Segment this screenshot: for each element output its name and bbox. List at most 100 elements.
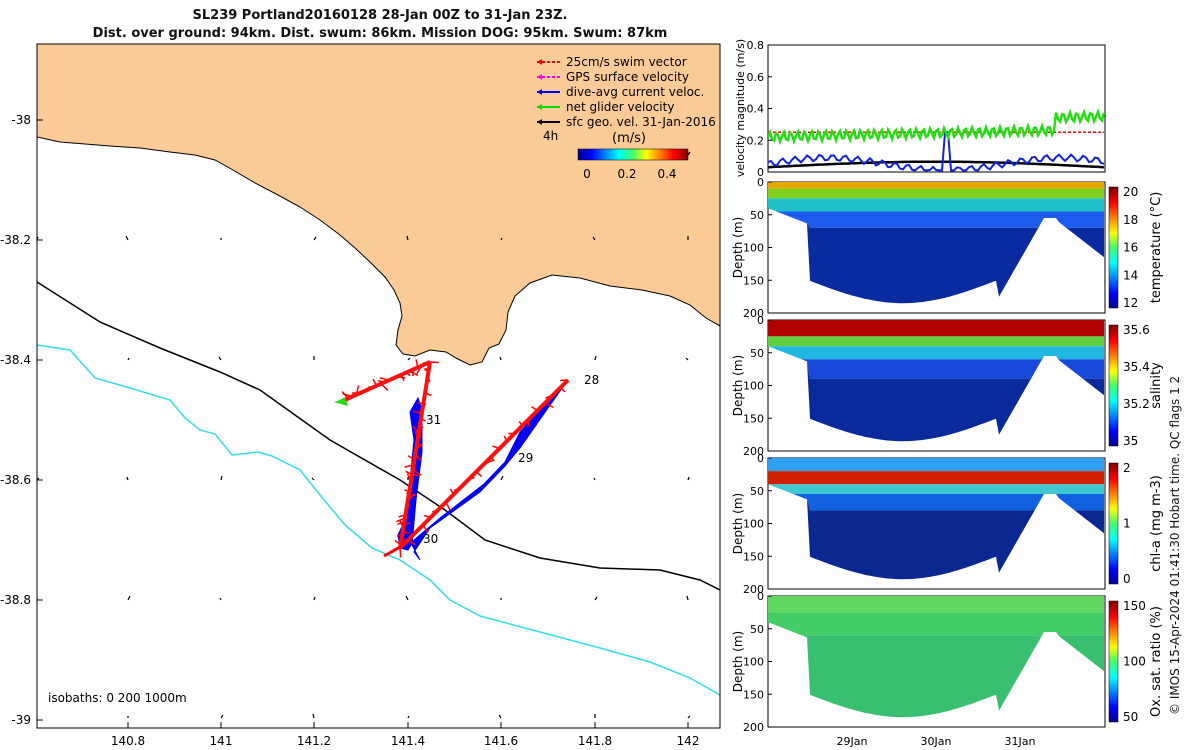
latitude-tick-label: -38.4 bbox=[0, 353, 31, 367]
speed-tick-label: 0.4 bbox=[657, 167, 676, 181]
geostrophic-arrow bbox=[220, 475, 223, 481]
latitude-tick-label: -38 bbox=[11, 113, 31, 127]
section-panel-salinity: 0 50 100 150 200 Depth (m) 35.6 35.4 35.2 35 salin… bbox=[731, 314, 1164, 458]
section-band bbox=[768, 484, 1104, 494]
longitude-tick-label: 141.6 bbox=[484, 734, 518, 748]
longitude-tick-label: 140.8 bbox=[111, 734, 145, 748]
geostrophic-arrow bbox=[218, 356, 222, 361]
colorbar-tick-label: 2 bbox=[1123, 461, 1131, 475]
geostrophic-arrow bbox=[498, 714, 502, 719]
colorbar-tick-label: 35.6 bbox=[1123, 323, 1150, 337]
section-panel-chla: 0 50 100 150 200 Depth (m) 2 1 0 chl-a (mg m-3) bbox=[731, 452, 1164, 596]
geostrophic-arrow bbox=[219, 597, 222, 601]
velocity-y-ticks: 0 0.2 0.4 0.6 0.8 bbox=[747, 39, 772, 179]
speed-tick-label: 0.2 bbox=[617, 167, 636, 181]
legend-entry: dive-avg current veloc. bbox=[537, 85, 704, 99]
section-colorbar bbox=[1108, 324, 1119, 447]
section-band bbox=[768, 198, 1104, 212]
geostrophic-arrow bbox=[594, 596, 598, 601]
velocity-magnitude-panel: 0 0.2 0.4 0.6 0.8 velocity magnitude (m/s) bbox=[734, 39, 1106, 179]
geostrophic-arrow bbox=[594, 355, 597, 361]
section-band bbox=[768, 622, 1104, 718]
colorbar-tick-label: 18 bbox=[1123, 213, 1138, 227]
swim-vector-band bbox=[339, 360, 431, 404]
track-day-label: 28 bbox=[584, 373, 599, 387]
geostrophic-arrow bbox=[685, 357, 689, 361]
legend-entry: GPS surface velocity bbox=[537, 70, 689, 84]
velocity-axes bbox=[767, 44, 1106, 173]
geostrophic-arrow bbox=[592, 236, 596, 241]
section-band bbox=[768, 182, 1104, 189]
depth-tick-label: 0 bbox=[757, 176, 764, 189]
isobath-200m bbox=[37, 281, 720, 591]
longitude-tick-label: 141.2 bbox=[297, 734, 331, 748]
colorbar-label: chl-a (mg m-3) bbox=[1149, 475, 1164, 572]
colorbar-tick-label: 35 bbox=[1123, 434, 1138, 448]
velocity-ylabel: velocity magnitude (m/s) bbox=[734, 39, 747, 177]
isobaths-label: isobaths: 0 200 1000m bbox=[48, 691, 187, 705]
time-tick-label: 29Jan bbox=[837, 735, 868, 748]
swim-vector-band bbox=[410, 361, 432, 476]
depth-tick-label: 100 bbox=[743, 242, 764, 255]
section-band bbox=[768, 336, 1104, 347]
depth-tick-label: 150 bbox=[743, 550, 764, 563]
latitude-tick-label: -39 bbox=[11, 713, 31, 727]
legend-entry: 25cm/s swim vector bbox=[537, 55, 687, 69]
geostrophic-arrow bbox=[687, 151, 691, 156]
colorbar-tick-label: 1 bbox=[1123, 517, 1131, 531]
dive-avg-current-speed-line bbox=[768, 131, 1105, 172]
speed-colorbar-ticks: 0 0.2 0.4 bbox=[583, 167, 676, 181]
section-panel-temperature: 0 50 100 150 200 Depth (m) 20 18 16 14 12 temperatu… bbox=[731, 176, 1164, 320]
section-band bbox=[768, 346, 1104, 442]
geostrophic-arrow bbox=[407, 357, 411, 361]
geostrophic-arrow bbox=[312, 713, 315, 719]
section-band bbox=[768, 484, 1104, 580]
velocity-tick-label: 0.6 bbox=[747, 71, 765, 84]
latitude-tick-label: -38.6 bbox=[0, 473, 31, 487]
section-band bbox=[768, 208, 1104, 228]
track-day-labels: 28 29 30 31 bbox=[423, 373, 599, 546]
section-band bbox=[768, 612, 1104, 636]
swim-vector bbox=[399, 547, 402, 558]
longitude-tick-label: 141.4 bbox=[391, 734, 425, 748]
depth-tick-label: 50 bbox=[750, 623, 764, 636]
section-band bbox=[768, 346, 1104, 379]
geostrophic-arrow bbox=[500, 475, 504, 481]
depth-tick-label: 100 bbox=[743, 380, 764, 393]
section-band bbox=[768, 208, 1104, 304]
section-band bbox=[768, 596, 1104, 613]
colorbar-tick-label: 35.4 bbox=[1123, 360, 1150, 374]
longitude-tick-labels: 140.8 141 141.2 141.4 141.6 141.8 142 bbox=[111, 722, 699, 748]
depth-tick-label: 100 bbox=[743, 518, 764, 531]
scale-interval-label: 4h bbox=[543, 129, 558, 143]
coastline-land bbox=[37, 44, 720, 366]
colorbar-label: temperature (°C) bbox=[1149, 192, 1164, 304]
time-tick-label: 30Jan bbox=[921, 735, 952, 748]
net-glider-velocity-mark bbox=[334, 398, 348, 406]
section-colorbar bbox=[1108, 600, 1119, 723]
legend-label: GPS surface velocity bbox=[566, 70, 689, 84]
depth-tick-label: 200 bbox=[743, 721, 764, 734]
geostrophic-arrow bbox=[407, 715, 410, 719]
depth-axis-label: Depth (m) bbox=[731, 631, 745, 692]
depth-tick-label: 200 bbox=[743, 445, 764, 458]
legend-entry: sfc geo. vel. 31-Jan-2016 bbox=[537, 115, 716, 129]
net-glider-speed-line bbox=[768, 108, 1105, 146]
time-axis-ticks: 29Jan 30Jan 31Jan bbox=[837, 735, 1036, 748]
track-day-label: 29 bbox=[518, 451, 533, 465]
geostrophic-arrow bbox=[406, 235, 409, 241]
velocity-tick-label: 0.2 bbox=[747, 134, 765, 147]
section-band bbox=[768, 458, 1104, 472]
geostrophic-arrow bbox=[686, 595, 689, 601]
dive-avg-current-track bbox=[397, 379, 569, 561]
colorbar-tick-label: 20 bbox=[1123, 185, 1138, 199]
legend-label: dive-avg current veloc. bbox=[566, 85, 704, 99]
track-map: -38 -38.2 -38.4 -38.6 -38.8 -39 140.8 141 141.2… bbox=[0, 43, 721, 748]
colorbar-tick-label: 100 bbox=[1123, 655, 1146, 669]
speed-colorbar bbox=[577, 148, 689, 161]
depth-tick-label: 150 bbox=[743, 688, 764, 701]
depth-tick-label: 0 bbox=[757, 314, 764, 327]
geostrophic-arrow bbox=[126, 476, 129, 481]
